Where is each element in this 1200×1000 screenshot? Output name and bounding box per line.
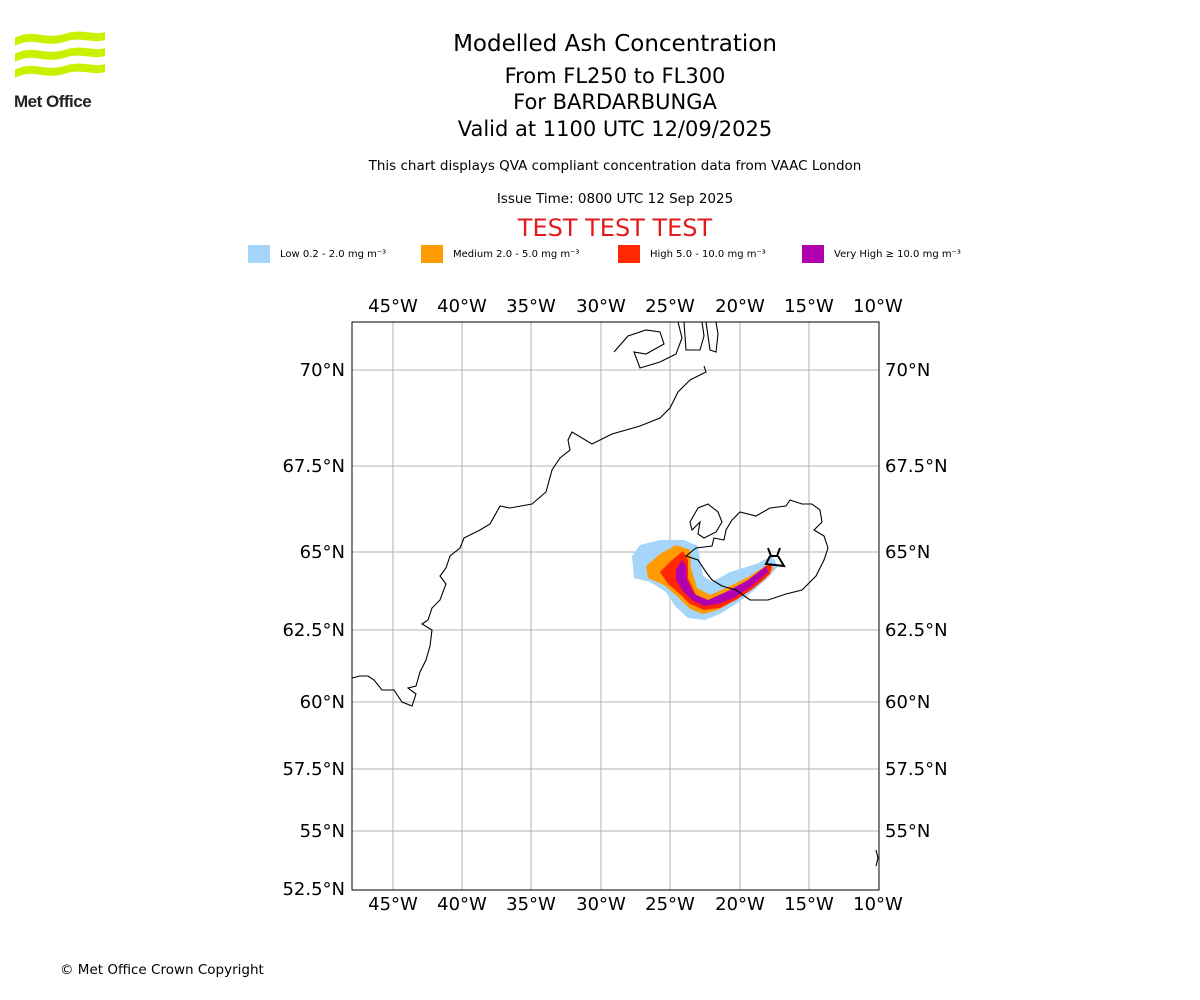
legend-label-medium: Medium 2.0 - 5.0 mg m⁻³	[453, 248, 580, 260]
lat-label: 67.5°N	[885, 456, 948, 477]
lat-label: 70°N	[300, 360, 345, 381]
test-banner: TEST TEST TEST	[517, 214, 713, 242]
volcano-icon	[764, 547, 786, 568]
lon-label: 45°W	[368, 894, 418, 915]
legend-swatch-very-high	[802, 245, 824, 263]
lon-label: 20°W	[715, 894, 765, 915]
scotland-fragment	[875, 849, 879, 867]
issue-time: Issue Time: 0800 UTC 12 Sep 2025	[496, 191, 734, 207]
lon-label: 40°W	[437, 296, 487, 317]
legend-label-high: High 5.0 - 10.0 mg m⁻³	[650, 248, 766, 260]
met-office-wave-icon	[15, 31, 105, 78]
legend-item-medium: Medium 2.0 - 5.0 mg m⁻³	[421, 244, 579, 264]
lon-label: 30°W	[576, 296, 626, 317]
iceland-coast	[684, 499, 829, 601]
lat-label: 70°N	[885, 360, 930, 381]
legend-label-low: Low 0.2 - 2.0 mg m⁻³	[280, 248, 387, 260]
legend-label-very-high: Very High ≥ 10.0 mg m⁻³	[834, 248, 961, 260]
lon-labels-top: 45°W 40°W 35°W 30°W 25°W 20°W 15°W 10°W	[368, 296, 903, 317]
volcano-name: For BARDARBUNGA	[513, 90, 717, 114]
lon-label: 40°W	[437, 894, 487, 915]
lat-label: 60°N	[300, 692, 345, 713]
lon-label: 30°W	[576, 894, 626, 915]
lon-label: 35°W	[506, 296, 556, 317]
legend-item-low: Low 0.2 - 2.0 mg m⁻³	[248, 244, 386, 264]
legend-swatch-high	[618, 245, 640, 263]
gridlines	[352, 322, 879, 890]
lon-label: 25°W	[645, 894, 695, 915]
lon-label: 15°W	[784, 894, 834, 915]
lon-label: 45°W	[368, 296, 418, 317]
lat-label: 55°N	[300, 821, 345, 842]
ash-very-high-region	[676, 560, 768, 606]
lon-label: 20°W	[715, 296, 765, 317]
lon-label: 10°W	[853, 296, 903, 317]
lat-labels-right: 70°N 67.5°N 65°N 62.5°N 60°N 57.5°N 55°N	[885, 360, 948, 842]
ash-plume	[632, 540, 778, 620]
logo-text: Met Office	[14, 92, 92, 111]
greenland-coast	[351, 321, 719, 707]
legend-item-very-high: Very High ≥ 10.0 mg m⁻³	[802, 244, 961, 264]
lat-labels-left: 70°N 67.5°N 65°N 62.5°N 60°N 57.5°N 55°N…	[282, 360, 345, 900]
lon-label: 25°W	[645, 296, 695, 317]
lat-label: 52.5°N	[282, 879, 345, 900]
lat-label: 67.5°N	[282, 456, 345, 477]
lon-label: 15°W	[784, 296, 834, 317]
chart-title: Modelled Ash Concentration	[453, 31, 777, 57]
legend-item-high: High 5.0 - 10.0 mg m⁻³	[618, 244, 766, 264]
valid-time: Valid at 1100 UTC 12/09/2025	[457, 117, 773, 141]
flight-level-range: From FL250 to FL300	[504, 64, 726, 88]
lat-label: 57.5°N	[282, 759, 345, 780]
lat-label: 62.5°N	[282, 620, 345, 641]
lat-label: 57.5°N	[885, 759, 948, 780]
legend-swatch-medium	[421, 245, 443, 263]
legend-swatch-low	[248, 245, 270, 263]
met-office-logo: Met Office	[14, 30, 109, 112]
qva-note: This chart displays QVA compliant concen…	[368, 158, 862, 174]
map-frame	[351, 321, 880, 891]
copyright-notice: © Met Office Crown Copyright	[60, 962, 264, 978]
lon-label: 10°W	[853, 894, 903, 915]
lat-label: 60°N	[885, 692, 930, 713]
lat-label: 55°N	[885, 821, 930, 842]
lon-labels-bottom: 45°W 40°W 35°W 30°W 25°W 20°W 15°W 10°W	[368, 894, 903, 915]
coastlines	[351, 321, 879, 867]
lat-label: 62.5°N	[885, 620, 948, 641]
lat-label: 65°N	[300, 542, 345, 563]
lon-label: 35°W	[506, 894, 556, 915]
lat-label: 65°N	[885, 542, 930, 563]
